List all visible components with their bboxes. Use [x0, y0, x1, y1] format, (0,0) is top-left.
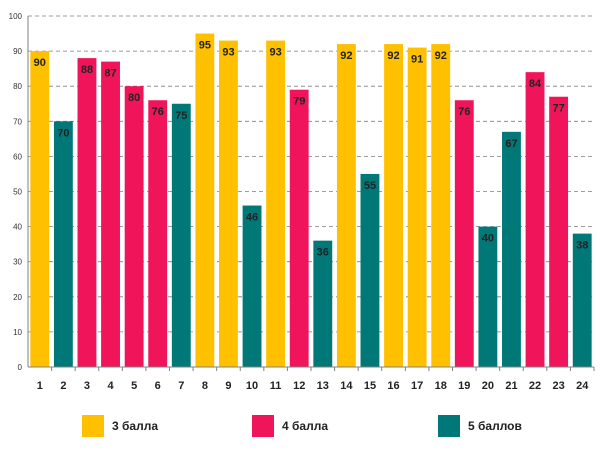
y-tick-label: 0	[18, 363, 23, 372]
data-label-4: 87	[104, 68, 116, 80]
y-tick-label: 30	[13, 258, 22, 267]
bar-11	[266, 40, 286, 367]
legend-swatch-4	[252, 415, 274, 437]
data-label-22: 84	[529, 78, 542, 90]
x-tick-label: 2	[60, 380, 66, 392]
bar-13	[313, 240, 333, 367]
bar-4	[101, 61, 120, 367]
x-tick-label: 12	[293, 380, 305, 392]
data-label-8: 95	[199, 40, 211, 52]
bar-18	[431, 44, 451, 368]
legend-label-5: 5 баллов	[468, 419, 522, 433]
legend-item-3: 3 балла	[82, 414, 158, 438]
data-label-9: 93	[222, 47, 234, 59]
bar-7	[171, 103, 191, 367]
x-tick-label: 5	[131, 380, 137, 392]
data-label-13: 36	[317, 247, 329, 259]
x-tick-label: 13	[317, 380, 329, 392]
x-tick-label: 1	[37, 380, 43, 392]
legend-item-4: 4 балла	[252, 414, 328, 438]
data-label-2: 70	[57, 127, 69, 139]
bar-21	[502, 131, 521, 367]
data-label-24: 38	[576, 240, 588, 252]
y-tick-label: 40	[13, 223, 22, 232]
x-tick-label: 20	[482, 380, 494, 392]
y-axis: 0 10 20 30 40 50 60 70 80 90 100	[9, 12, 29, 372]
bar-22	[525, 72, 545, 367]
legend-label-4: 4 балла	[282, 419, 329, 433]
bars: 90 70 88 87 80 76 75 95 93 46 93 79 36 92 55 92 91 92 76 40…	[30, 33, 592, 368]
bar-15	[360, 173, 380, 367]
bar-20	[478, 226, 498, 367]
x-tick-label: 9	[225, 380, 231, 392]
data-label-23: 77	[553, 103, 565, 115]
x-tick-label: 8	[202, 380, 208, 392]
data-label-18: 92	[435, 50, 447, 62]
data-label-10: 46	[246, 212, 258, 224]
y-tick-label: 10	[13, 328, 22, 337]
x-tick-label: 11	[270, 380, 282, 392]
x-tick-label: 14	[340, 380, 353, 392]
y-tick-label: 80	[13, 82, 22, 91]
data-label-15: 55	[364, 180, 376, 192]
bar-24	[572, 233, 592, 367]
x-tick-label: 6	[155, 380, 161, 392]
bar-12	[289, 89, 309, 368]
x-tick-label: 10	[246, 380, 258, 392]
legend-swatch-5	[438, 415, 460, 437]
data-label-20: 40	[482, 233, 494, 245]
bar-14	[336, 44, 356, 368]
x-axis: 1 2 3 4 5 6 7 8 9 10 11 12 13 14 15 16 17 18 19 20 21 22 23 24	[28, 366, 595, 392]
bar-8	[195, 33, 215, 368]
data-label-12: 79	[293, 96, 305, 108]
data-label-1: 90	[34, 57, 46, 69]
x-tick-label: 16	[387, 380, 399, 392]
bar-16	[384, 44, 403, 368]
data-label-21: 67	[505, 138, 517, 150]
y-tick-label: 70	[13, 117, 22, 126]
legend-swatch-3	[82, 415, 104, 437]
bar-6	[148, 100, 168, 368]
y-tick-label: 90	[13, 47, 22, 56]
data-label-3: 88	[81, 64, 93, 76]
y-tick-label: 100	[9, 12, 23, 21]
legend-item-5: 5 баллов	[438, 414, 522, 438]
data-label-16: 92	[387, 50, 399, 62]
x-tick-label: 19	[458, 380, 470, 392]
y-tick-label: 60	[13, 152, 22, 161]
bar-10	[242, 205, 262, 367]
x-tick-label: 22	[529, 380, 541, 392]
x-tick-label: 3	[84, 380, 90, 392]
data-label-7: 75	[175, 110, 187, 122]
data-label-17: 91	[411, 54, 423, 66]
bar-19	[454, 100, 474, 368]
y-tick-label: 50	[13, 188, 22, 197]
x-tick-label: 15	[364, 380, 376, 392]
bar-23	[549, 96, 569, 367]
legend-label-3: 3 балла	[112, 419, 159, 433]
grid-lines	[28, 15, 594, 333]
x-tick-label: 7	[178, 380, 184, 392]
bar-5	[124, 86, 144, 367]
x-tick-label: 17	[411, 380, 423, 392]
bar-2	[53, 121, 73, 367]
x-tick-label: 23	[553, 380, 565, 392]
data-label-6: 76	[152, 106, 164, 118]
bar-1	[30, 51, 50, 367]
data-label-14: 92	[340, 50, 352, 62]
bar-17	[407, 47, 427, 368]
data-label-19: 76	[458, 106, 470, 118]
x-tick-label: 18	[435, 380, 447, 392]
data-label-5: 80	[128, 92, 140, 104]
x-tick-label: 24	[576, 380, 589, 392]
y-tick-label: 20	[13, 293, 22, 302]
data-label-11: 93	[270, 47, 282, 59]
bar-3	[77, 58, 97, 368]
x-tick-label: 4	[107, 380, 114, 392]
bar-9	[219, 40, 238, 367]
x-tick-label: 21	[505, 380, 517, 392]
